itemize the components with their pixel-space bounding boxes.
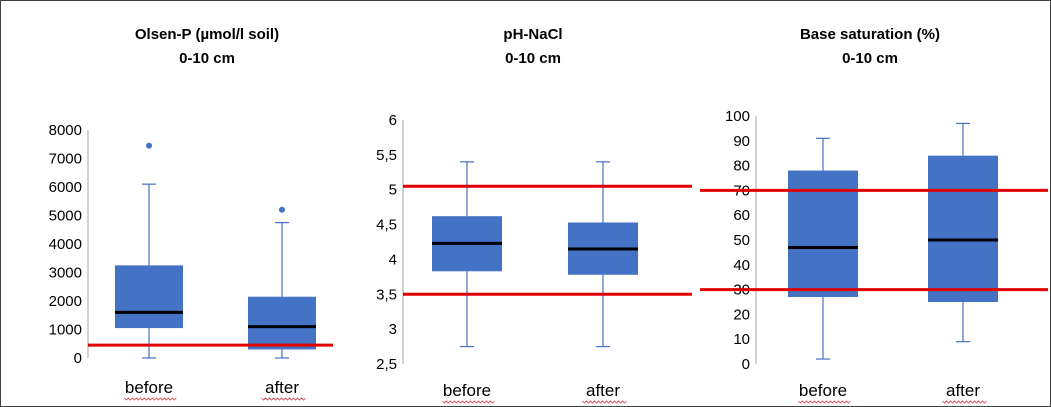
y-tick-label: 5000: [49, 208, 82, 225]
x-category-label: after: [586, 381, 620, 400]
y-tick-label: 10: [733, 331, 750, 348]
box-iqr: [248, 296, 316, 350]
y-tick-label: 60: [733, 207, 750, 224]
y-tick-label: 2,5: [376, 356, 397, 373]
chart-subtitle: 0-10 cm: [179, 50, 235, 67]
spellcheck-underline: [124, 397, 177, 401]
x-category-label: before: [125, 378, 173, 397]
y-tick-label: 5: [389, 182, 397, 199]
y-tick-label: 0: [742, 356, 750, 373]
spellcheck-underline: [942, 400, 987, 404]
chart-title: pH-NaCl: [503, 26, 562, 43]
y-tick-label: 2000: [49, 293, 82, 310]
x-category-label: before: [443, 381, 491, 400]
y-tick-label: 3,5: [376, 286, 397, 303]
x-category-label: after: [946, 381, 980, 400]
y-tick-label: 4,5: [376, 217, 397, 234]
x-category-label: before: [799, 381, 847, 400]
y-tick-label: 3000: [49, 265, 82, 282]
y-tick-label: 100: [725, 108, 750, 125]
y-tick-label: 0: [74, 350, 82, 367]
y-tick-label: 40: [733, 257, 750, 274]
y-tick-label: 20: [733, 306, 750, 323]
y-tick-label: 4000: [49, 236, 82, 253]
y-tick-label: 1000: [49, 322, 82, 339]
chart-subtitle: 0-10 cm: [842, 50, 898, 67]
chart-title: Base saturation (%): [800, 26, 940, 43]
y-tick-label: 5,5: [376, 147, 397, 164]
chart-subtitle: 0-10 cm: [505, 50, 561, 67]
y-tick-label: 6000: [49, 179, 82, 196]
y-tick-label: 6: [389, 112, 397, 129]
y-tick-label: 3: [389, 321, 397, 338]
y-tick-label: 8000: [49, 122, 82, 139]
spellcheck-underline: [442, 400, 495, 404]
box-iqr: [928, 155, 998, 302]
spellcheck-underline: [798, 400, 851, 404]
y-tick-label: 50: [733, 232, 750, 249]
y-tick-label: 90: [733, 133, 750, 150]
outlier-point: [279, 206, 285, 213]
outlier-point: [146, 142, 152, 149]
y-tick-label: 4: [389, 251, 397, 268]
spellcheck-underline: [261, 397, 306, 401]
y-tick-label: 7000: [49, 151, 82, 168]
x-category-label: after: [265, 378, 299, 397]
box-iqr: [115, 265, 183, 329]
chart-title: Olsen-P (µmol/l soil): [135, 26, 279, 43]
y-tick-label: 80: [733, 158, 750, 175]
spellcheck-underline: [582, 400, 627, 404]
